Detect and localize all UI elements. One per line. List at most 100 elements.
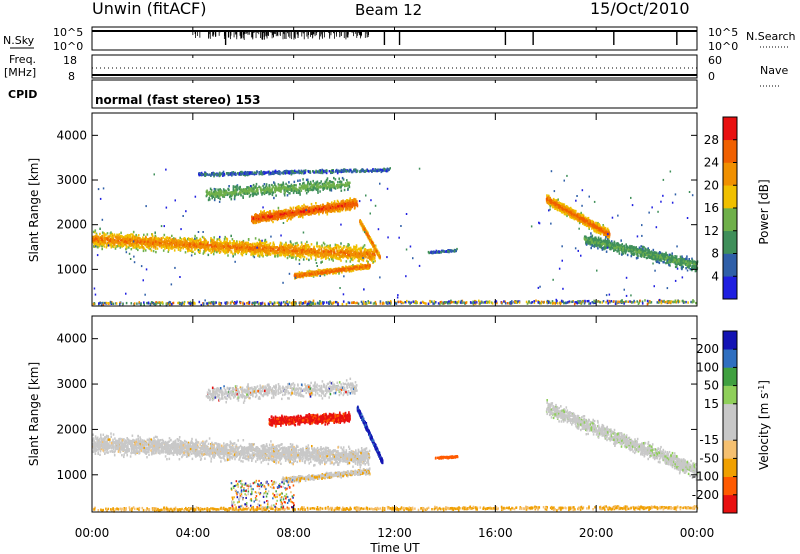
data-pixel: [263, 212, 265, 215]
data-pixel: [142, 249, 145, 253]
data-pixel: [325, 205, 327, 208]
data-pixel: [189, 249, 192, 252]
data-pixel: [290, 217, 292, 220]
data-pixel: [99, 242, 101, 245]
data-pixel: [148, 241, 150, 244]
data-pixel: [299, 252, 302, 256]
data-pixel: [183, 243, 185, 246]
data-pixel: [141, 238, 143, 241]
data-pixel: [244, 242, 247, 245]
data-pixel: [345, 245, 348, 248]
data-pixel: [316, 254, 318, 257]
data-pixel: [259, 252, 261, 255]
data-pixel: [295, 184, 297, 187]
data-pixel: [356, 200, 358, 203]
data-pixel: [281, 187, 283, 190]
data-pixel: [221, 194, 224, 197]
data-pixel: [137, 234, 140, 237]
data-pixel: [339, 245, 342, 248]
data-pixel: [145, 244, 148, 247]
data-pixel: [148, 245, 151, 248]
data-pixel: [217, 250, 219, 253]
data-pixel: [370, 250, 372, 253]
data-pixel: [354, 246, 357, 249]
data-pixel: [311, 250, 313, 254]
data-pixel: [262, 219, 264, 222]
data-pixel: [211, 242, 214, 245]
data-pixel: [359, 251, 362, 254]
data-pixel: [258, 238, 260, 241]
data-pixel: [334, 246, 336, 249]
data-pixel: [266, 243, 269, 247]
data-pixel: [246, 245, 248, 249]
data-pixel: [314, 209, 317, 212]
data-pixel: [237, 193, 239, 196]
data-pixel: [188, 247, 190, 250]
data-pixel: [358, 247, 360, 250]
data-pixel: [134, 245, 137, 248]
data-pixel: [269, 246, 272, 249]
data-pixel: [321, 252, 324, 256]
data-pixel: [339, 180, 341, 184]
data-pixel: [284, 247, 286, 250]
data-pixel: [109, 234, 112, 238]
data-pixel: [285, 253, 288, 256]
data-pixel: [372, 255, 374, 258]
data-pixel: [128, 234, 130, 238]
data-pixel: [288, 246, 291, 249]
data-pixel: [296, 210, 298, 213]
freq-unit-label: [MHz]: [4, 66, 36, 79]
data-pixel: [170, 247, 172, 250]
data-pixel: [132, 233, 134, 236]
data-pixel: [171, 241, 174, 244]
data-pixel: [132, 230, 135, 234]
data-pixel: [93, 245, 96, 248]
data-pixel: [212, 243, 214, 247]
data-pixel: [154, 245, 157, 249]
data-pixel: [224, 252, 226, 255]
data-pixel: [349, 255, 351, 258]
data-pixel: [151, 233, 154, 236]
data-pixel: [187, 250, 189, 253]
data-pixel: [187, 245, 189, 248]
data-pixel: [152, 239, 155, 242]
data-pixel: [274, 255, 277, 258]
data-pixel: [155, 250, 157, 254]
data-pixel: [272, 242, 274, 246]
data-pixel: [165, 236, 168, 239]
data-pixel: [222, 248, 224, 252]
data-pixel: [270, 249, 272, 252]
data-pixel: [224, 242, 226, 245]
data-pixel: [363, 244, 366, 247]
data-pixel: [263, 209, 265, 213]
data-pixel: [228, 188, 230, 192]
data-pixel: [281, 247, 284, 250]
data-pixel: [143, 233, 145, 237]
data-pixel: [239, 185, 241, 189]
data-pixel: [362, 245, 365, 248]
data-pixel: [101, 241, 104, 244]
data-pixel: [289, 206, 292, 209]
data-pixel: [105, 243, 108, 246]
data-pixel: [366, 259, 368, 262]
data-pixel: [158, 240, 161, 244]
data-pixel: [124, 237, 126, 241]
data-pixel: [362, 252, 365, 255]
data-pixel: [272, 216, 275, 219]
data-pixel: [229, 245, 231, 248]
data-pixel: [314, 249, 316, 252]
data-pixel: [262, 215, 264, 219]
data-pixel: [199, 249, 201, 252]
data-pixel: [176, 244, 179, 248]
data-pixel: [144, 244, 147, 247]
data-pixel: [142, 246, 144, 249]
data-pixel: [208, 249, 211, 252]
data-pixel: [101, 234, 104, 237]
data-pixel: [335, 202, 337, 205]
data-pixel: [298, 191, 300, 194]
data-pixel: [107, 235, 109, 238]
data-pixel: [233, 240, 235, 243]
data-pixel: [340, 207, 342, 210]
data-pixel: [128, 236, 131, 239]
data-pixel: [297, 249, 299, 252]
